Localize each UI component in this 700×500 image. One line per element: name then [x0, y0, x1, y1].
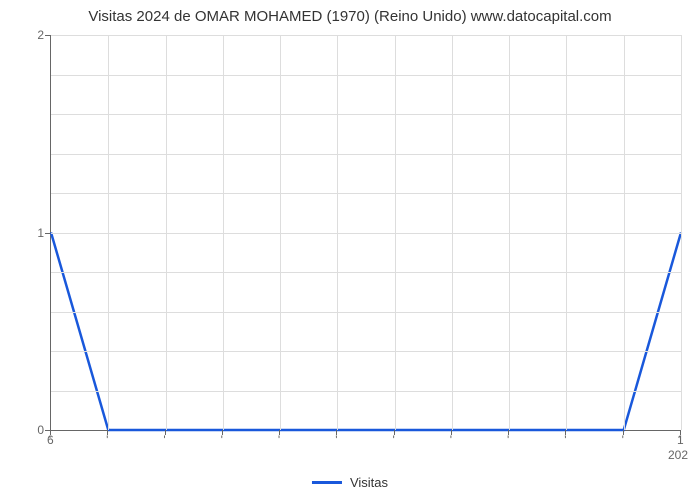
- grid-line-v: [395, 35, 396, 430]
- legend-swatch: [312, 481, 342, 484]
- series-polyline: [51, 233, 681, 431]
- x-left-label: 6: [47, 433, 54, 447]
- x-tick-label: ': [221, 433, 223, 447]
- x-tick-label: ': [622, 433, 624, 447]
- grid-line-h-minor: [51, 351, 681, 352]
- y-tick-label: 0: [37, 423, 44, 437]
- grid-line-h: [51, 35, 681, 36]
- legend: Visitas: [312, 475, 388, 490]
- chart-container: Visitas 2024 de OMAR MOHAMED (1970) (Rei…: [0, 0, 700, 500]
- x-tick-label: ': [163, 433, 165, 447]
- y-tick: [45, 233, 50, 234]
- grid-line-h: [51, 233, 681, 234]
- x-right-label-top: 1: [677, 433, 684, 447]
- x-tick-label: ': [335, 433, 337, 447]
- grid-line-v: [108, 35, 109, 430]
- grid-line-v: [337, 35, 338, 430]
- grid-line-v: [624, 35, 625, 430]
- x-tick-label: ': [564, 433, 566, 447]
- grid-line-v: [566, 35, 567, 430]
- legend-label: Visitas: [350, 475, 388, 490]
- y-tick: [45, 35, 50, 36]
- x-tick-label: ': [507, 433, 509, 447]
- x-right-label-bottom: 202: [668, 448, 688, 462]
- grid-line-h-minor: [51, 75, 681, 76]
- chart-title: Visitas 2024 de OMAR MOHAMED (1970) (Rei…: [0, 0, 700, 25]
- x-tick-label: ': [392, 433, 394, 447]
- plot-area: [50, 35, 681, 431]
- grid-line-h-minor: [51, 391, 681, 392]
- grid-line-h-minor: [51, 272, 681, 273]
- x-tick-label: ': [450, 433, 452, 447]
- grid-line-v: [223, 35, 224, 430]
- x-tick-label: ': [106, 433, 108, 447]
- grid-line-h-minor: [51, 154, 681, 155]
- y-tick-label: 1: [37, 226, 44, 240]
- grid-line-v: [509, 35, 510, 430]
- grid-line-h-minor: [51, 312, 681, 313]
- grid-line-v: [452, 35, 453, 430]
- grid-line-v: [681, 35, 682, 430]
- grid-line-h-minor: [51, 193, 681, 194]
- grid-line-v: [280, 35, 281, 430]
- x-tick-label: ': [278, 433, 280, 447]
- y-tick-label: 2: [37, 28, 44, 42]
- grid-line-v: [166, 35, 167, 430]
- grid-line-h-minor: [51, 114, 681, 115]
